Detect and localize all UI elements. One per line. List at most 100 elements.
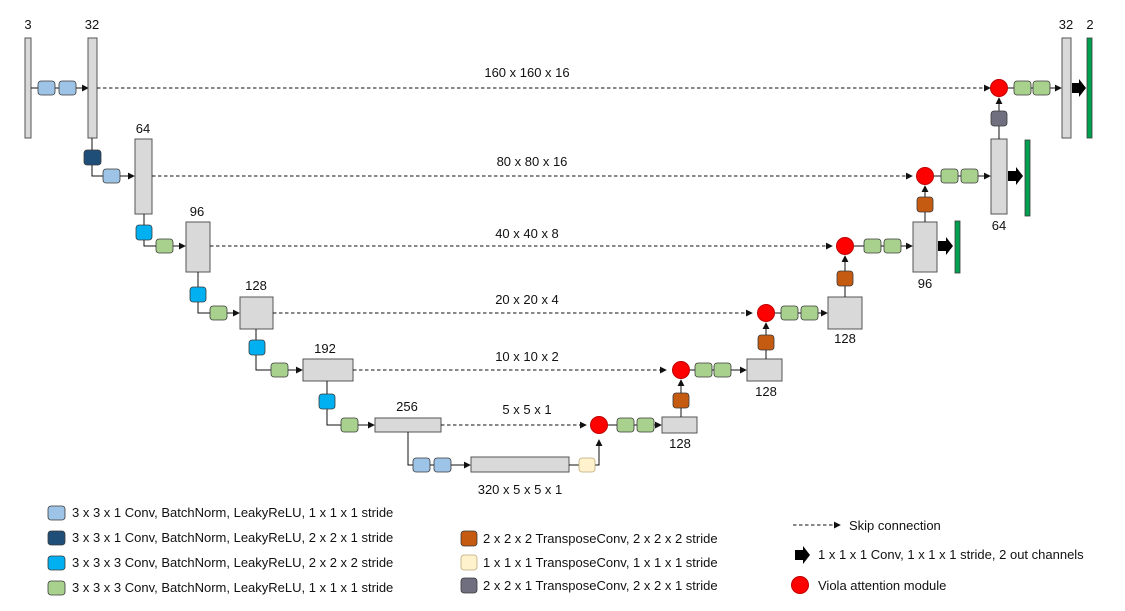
encoder-5-channels-label: 192 — [314, 341, 336, 356]
legend-out-conv-label: 1 x 1 x 1 Conv, 1 x 1 x 1 stride, 2 out … — [818, 547, 1084, 562]
legend-conv-311-s111-label: 3 x 3 x 1 Conv, BatchNorm, LeakyReLU, 1 … — [72, 505, 393, 520]
encoder-4-channels-label: 128 — [245, 278, 267, 293]
legend-transposeconv-111-label: 1 x 1 x 1 TransposeConv, 1 x 1 x 1 strid… — [483, 555, 718, 570]
transposeconv-222-op — [757, 334, 775, 351]
conv-333-s111-op — [270, 362, 289, 378]
conv-311-s111-op — [412, 457, 431, 473]
encoder-1-channels-label: 32 — [85, 17, 99, 32]
decoder-block-2 — [912, 221, 938, 273]
transposeconv-222-op — [916, 196, 934, 213]
encoder-3-channels-label: 96 — [190, 204, 204, 219]
conv-333-s111-op — [636, 417, 655, 433]
encoder-2-channels-label: 64 — [136, 121, 150, 136]
conv-311-s111-op — [433, 457, 452, 473]
decoder-1-channels-label: 64 — [992, 218, 1006, 233]
conv-333-s111-op — [694, 362, 713, 378]
legend-conv-333-s111-swatch — [47, 580, 66, 596]
conv-311-s111-op — [102, 168, 121, 184]
decoder-0-channels-label: 32 — [1059, 17, 1073, 32]
conv-333-s111-op — [800, 305, 819, 321]
encoder-block-2 — [134, 138, 153, 215]
viola-attention-module — [916, 167, 934, 185]
conv-333-s111-op — [863, 238, 882, 254]
legend-transposeconv-221-swatch — [460, 577, 478, 594]
legend-conv-333-s111-label: 3 x 3 x 3 Conv, BatchNorm, LeakyReLU, 1 … — [72, 580, 393, 595]
decoder-3-channels-label: 128 — [834, 331, 856, 346]
encoder-block-3 — [185, 221, 211, 273]
decoder-2-channels-label: 96 — [918, 276, 932, 291]
legend: 3 x 3 x 1 Conv, BatchNorm, LeakyReLU, 1 … — [47, 505, 1084, 596]
viola-attention-module — [990, 79, 1008, 97]
legend-attention-label: Viola attention module — [818, 578, 946, 593]
legend-conv-333-s222-swatch — [47, 555, 66, 571]
conv-333-s111-op — [1032, 80, 1051, 96]
conv-333-s111-op — [616, 417, 635, 433]
deep-supervision-output — [954, 220, 961, 274]
decoder-4-channels-label: 128 — [755, 384, 777, 399]
transposeconv-222-op — [672, 392, 690, 409]
skip-5-size-label: 10 x 10 x 2 — [495, 349, 559, 364]
bottleneck-label: 320 x 5 x 5 x 1 — [478, 482, 563, 497]
out-conv-arrow — [1072, 79, 1086, 97]
decoder-block-3 — [827, 296, 863, 330]
transposeconv-111-op — [578, 457, 596, 473]
final-output — [1086, 37, 1093, 139]
encoder-6-channels-label: 256 — [396, 399, 418, 414]
conv-333-s222-op — [318, 393, 336, 410]
legend-transposeconv-111-swatch — [460, 554, 478, 571]
legend-conv-311-s221-swatch — [47, 530, 66, 546]
conv-333-s111-op — [883, 238, 902, 254]
conv-333-s111-op — [209, 305, 228, 321]
conv-311-s111-op — [37, 80, 56, 96]
conv-333-s111-op — [780, 305, 799, 321]
out-conv-arrow — [1008, 167, 1023, 185]
legend-transposeconv-222-swatch — [460, 530, 478, 547]
conv-333-s222-op — [189, 286, 207, 303]
output-channels-label: 2 — [1086, 17, 1093, 32]
bottleneck-block — [470, 456, 570, 473]
decoder-5-channels-label: 128 — [669, 436, 691, 451]
encoder-block-4 — [239, 296, 274, 330]
encoder-block-6 — [374, 417, 442, 433]
conv-333-s111-op — [340, 417, 359, 433]
skip-3-size-label: 40 x 40 x 8 — [495, 226, 559, 241]
conv-333-s111-op — [713, 362, 732, 378]
skip-6-size-label: 5 x 5 x 1 — [502, 402, 551, 417]
legend-transposeconv-222-label: 2 x 2 x 2 TransposeConv, 2 x 2 x 2 strid… — [483, 531, 718, 546]
decoder-block-4 — [746, 358, 783, 382]
conv-333-s111-op — [1013, 80, 1032, 96]
conv-311-s111-op — [58, 80, 77, 96]
input-channels-label: 3 — [24, 17, 31, 32]
viola-attention-module — [672, 361, 690, 379]
deep-supervision-output — [1024, 139, 1031, 217]
conv-333-s111-op — [960, 168, 979, 184]
conv-333-s222-op — [248, 339, 266, 356]
viola-attention-module — [590, 416, 608, 434]
legend-out-conv-swatch — [795, 546, 810, 564]
skip-2-size-label: 80 x 80 x 16 — [497, 154, 568, 169]
viola-attention-module — [836, 237, 854, 255]
conv-333-s111-op — [940, 168, 959, 184]
legend-attention-swatch — [791, 576, 809, 594]
legend-transposeconv-221-label: 2 x 2 x 1 TransposeConv, 2 x 2 x 1 strid… — [483, 578, 718, 593]
decoder-block-1 — [990, 138, 1008, 215]
legend-conv-311-s221-label: 3 x 3 x 1 Conv, BatchNorm, LeakyReLU, 2 … — [72, 530, 393, 545]
transposeconv-222-op — [836, 270, 854, 287]
decoder-block-0 — [1061, 37, 1072, 139]
legend-conv-333-s222-label: 3 x 3 x 3 Conv, BatchNorm, LeakyReLU, 2 … — [72, 555, 393, 570]
out-conv-arrow — [938, 237, 953, 255]
encoder-block-1 — [87, 37, 98, 139]
skip-1-size-label: 160 x 160 x 16 — [484, 65, 569, 80]
skip-4-size-label: 20 x 20 x 4 — [495, 292, 559, 307]
legend-conv-311-s111-swatch — [47, 505, 66, 521]
conv-333-s222-op — [135, 224, 153, 241]
conv-333-s111-op — [155, 238, 174, 254]
transposeconv-221-op — [990, 110, 1008, 127]
encoder-block-5 — [302, 358, 354, 382]
decoder-block-5 — [661, 416, 698, 434]
input-block — [24, 37, 32, 139]
legend-skip-connection-label: Skip connection — [849, 518, 941, 533]
viola-attention-module — [757, 304, 775, 322]
conv-311-s221-op — [83, 149, 102, 166]
